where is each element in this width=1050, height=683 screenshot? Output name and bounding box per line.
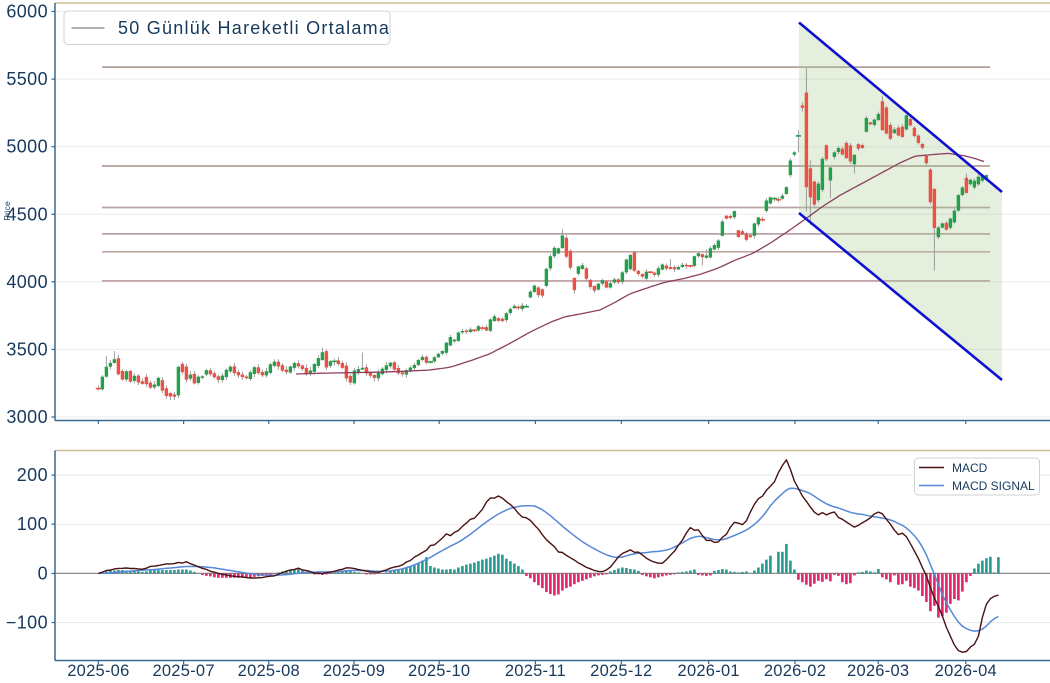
svg-text:2025-08: 2025-08: [238, 662, 300, 680]
svg-text:2026-01: 2026-01: [678, 662, 740, 680]
svg-text:2025-10: 2025-10: [408, 662, 470, 680]
svg-text:2025-12: 2025-12: [590, 662, 652, 680]
svg-text:MACD SIGNAL: MACD SIGNAL: [952, 479, 1035, 493]
svg-text:4500: 4500: [6, 204, 48, 224]
svg-text:Price: Price: [2, 201, 12, 221]
svg-text:0: 0: [38, 563, 48, 583]
svg-text:MACD: MACD: [952, 461, 988, 475]
svg-text:5500: 5500: [6, 69, 48, 89]
svg-text:2025-11: 2025-11: [505, 662, 566, 680]
svg-text:2025-07: 2025-07: [152, 662, 214, 680]
svg-text:50 Günlük Hareketli Ortalama: 50 Günlük Hareketli Ortalama: [118, 18, 390, 38]
svg-text:2025-06: 2025-06: [67, 662, 129, 680]
svg-text:5000: 5000: [6, 137, 48, 157]
svg-text:3500: 3500: [6, 339, 48, 359]
svg-text:2026-04: 2026-04: [935, 662, 997, 680]
svg-text:2026-02: 2026-02: [764, 662, 826, 680]
svg-text:100: 100: [17, 514, 48, 534]
svg-text:4000: 4000: [6, 272, 48, 292]
svg-text:−100: −100: [6, 613, 48, 633]
svg-text:6000: 6000: [6, 2, 48, 22]
svg-text:200: 200: [17, 465, 48, 485]
svg-text:2025-09: 2025-09: [323, 662, 385, 680]
svg-text:3000: 3000: [6, 407, 48, 427]
svg-text:2026-03: 2026-03: [847, 662, 909, 680]
